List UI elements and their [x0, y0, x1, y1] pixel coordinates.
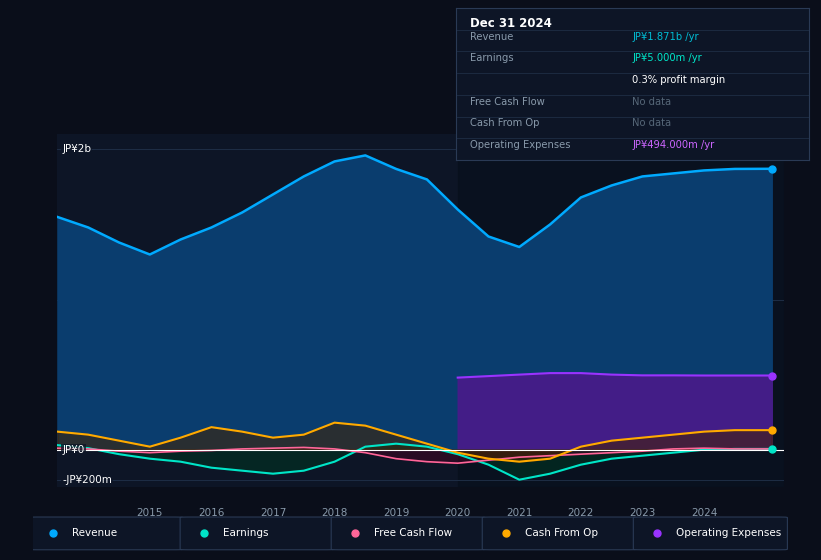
Text: JP¥1.871b /yr: JP¥1.871b /yr [632, 32, 699, 42]
Text: Free Cash Flow: Free Cash Flow [470, 97, 544, 107]
Text: Dec 31 2024: Dec 31 2024 [470, 17, 552, 30]
Text: Revenue: Revenue [72, 529, 117, 538]
Text: 0.3% profit margin: 0.3% profit margin [632, 75, 726, 85]
Text: No data: No data [632, 97, 672, 107]
Text: Earnings: Earnings [223, 529, 268, 538]
Text: JP¥2b: JP¥2b [62, 144, 91, 155]
Text: 2017: 2017 [259, 508, 287, 519]
Text: Earnings: Earnings [470, 53, 513, 63]
Text: 2019: 2019 [383, 508, 410, 519]
Text: Revenue: Revenue [470, 32, 513, 42]
Text: -JP¥200m: -JP¥200m [62, 475, 112, 485]
Text: 2020: 2020 [445, 508, 470, 519]
Text: 2015: 2015 [136, 508, 163, 519]
Text: 2024: 2024 [690, 508, 718, 519]
Text: No data: No data [632, 118, 672, 128]
Text: JP¥494.000m /yr: JP¥494.000m /yr [632, 140, 714, 150]
FancyBboxPatch shape [482, 517, 636, 550]
Text: 2022: 2022 [567, 508, 594, 519]
Text: Free Cash Flow: Free Cash Flow [374, 529, 452, 538]
Text: Cash From Op: Cash From Op [470, 118, 539, 128]
FancyBboxPatch shape [331, 517, 485, 550]
FancyBboxPatch shape [633, 517, 787, 550]
Text: Operating Expenses: Operating Expenses [470, 140, 571, 150]
Text: Cash From Op: Cash From Op [525, 529, 599, 538]
Text: JP¥5.000m /yr: JP¥5.000m /yr [632, 53, 702, 63]
Text: Operating Expenses: Operating Expenses [677, 529, 782, 538]
FancyBboxPatch shape [29, 517, 183, 550]
Text: 2018: 2018 [321, 508, 348, 519]
Text: JP¥0: JP¥0 [62, 445, 85, 455]
Text: 2021: 2021 [506, 508, 533, 519]
Text: 2023: 2023 [629, 508, 656, 519]
FancyBboxPatch shape [180, 517, 334, 550]
Text: 2016: 2016 [198, 508, 225, 519]
Bar [458, 134, 784, 487]
